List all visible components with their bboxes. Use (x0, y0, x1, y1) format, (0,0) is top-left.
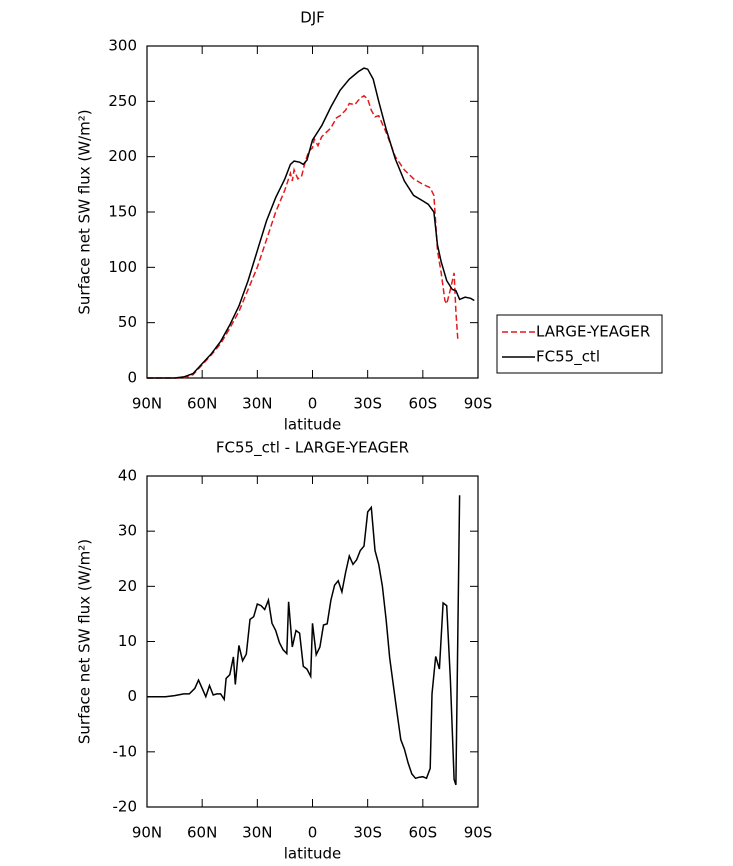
x-tick-label: 30S (353, 824, 382, 842)
x-tick-label: 30N (242, 395, 272, 413)
legend-label: FC55_ctl (536, 348, 600, 367)
y-tick-label: 250 (108, 92, 137, 110)
x-tick-label: 60S (409, 395, 438, 413)
x-tick-label: 0 (308, 824, 318, 842)
y-tick-label: 0 (127, 369, 137, 387)
x-tick-label: 30N (242, 824, 272, 842)
x-tick-label: 0 (308, 395, 318, 413)
x-axis-label: latitude (284, 845, 342, 863)
legend-box (496, 314, 663, 374)
y-tick-label: 30 (118, 522, 137, 540)
y-tick-label: -20 (113, 798, 138, 816)
y-tick-label: 20 (118, 577, 137, 595)
data-line (147, 495, 461, 786)
y-tick-label: 0 (127, 687, 137, 705)
y-axis-label: Surface net SW flux (W/m²) (76, 539, 94, 744)
data-line (147, 67, 475, 379)
x-tick-label: 60S (409, 824, 438, 842)
y-tick-label: -10 (113, 742, 138, 760)
x-tick-label: 30S (353, 395, 382, 413)
x-tick-label: 90N (132, 824, 162, 842)
y-tick-label: 100 (108, 258, 137, 276)
x-tick-label: 60N (187, 824, 217, 842)
x-tick-label: 60N (187, 395, 217, 413)
x-tick-label: 90N (132, 395, 162, 413)
legend-label: LARGE-YEAGER (536, 323, 650, 341)
y-tick-label: 50 (118, 313, 137, 331)
data-line (147, 94, 459, 379)
y-tick-label: 300 (108, 37, 137, 55)
x-tick-label: 90S (464, 824, 493, 842)
x-tick-label: 90S (464, 395, 493, 413)
y-tick-label: 40 (118, 467, 137, 485)
y-tick-label: 10 (118, 632, 137, 650)
chart-title: FC55_ctl - LARGE-YEAGER (216, 439, 409, 458)
y-axis-label: Surface net SW flux (W/m²) (76, 109, 94, 314)
x-axis-label: latitude (284, 416, 342, 434)
plot-frame (146, 45, 479, 379)
chart-title: DJF (300, 9, 325, 27)
y-tick-label: 150 (108, 203, 137, 221)
y-tick-label: 200 (108, 147, 137, 165)
